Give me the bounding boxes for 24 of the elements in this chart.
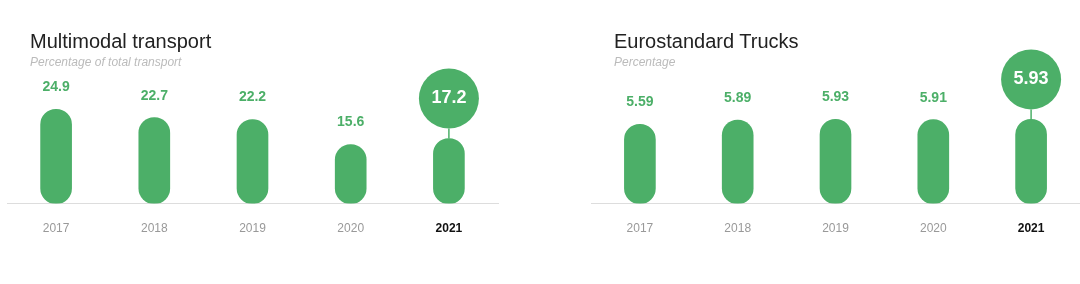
chart-subtitle: Percentage <box>614 55 676 69</box>
data-label: 5.91 <box>919 88 948 105</box>
data-label: 22.2 <box>238 88 267 105</box>
x-tick-label: 2017 <box>626 221 654 236</box>
x-tick-label: 2021 <box>435 221 463 236</box>
chart-title: Multimodal transport <box>30 30 212 53</box>
x-tick-label: 2020 <box>337 221 365 236</box>
data-label: 17.2 <box>431 87 467 108</box>
x-tick-label: 2018 <box>724 221 752 236</box>
x-tick-label: 2019 <box>239 221 267 236</box>
data-label: 24.9 <box>42 78 70 95</box>
x-tick-label: 2019 <box>822 221 850 236</box>
chart-subtitle: Percentage of total transport <box>30 55 182 69</box>
data-label: 15.6 <box>337 113 365 130</box>
data-label: 5.93 <box>1013 68 1049 89</box>
data-label: 5.89 <box>724 88 752 105</box>
chart-title: Eurostandard Trucks <box>614 30 799 53</box>
data-label: 22.7 <box>140 86 169 103</box>
x-tick-label: 2020 <box>919 221 947 236</box>
x-tick-label: 2018 <box>140 221 168 236</box>
x-tick-label: 2021 <box>1017 221 1045 236</box>
data-label: 5.59 <box>626 93 654 110</box>
x-tick-label: 2017 <box>42 221 70 236</box>
data-label: 5.93 <box>821 88 850 105</box>
